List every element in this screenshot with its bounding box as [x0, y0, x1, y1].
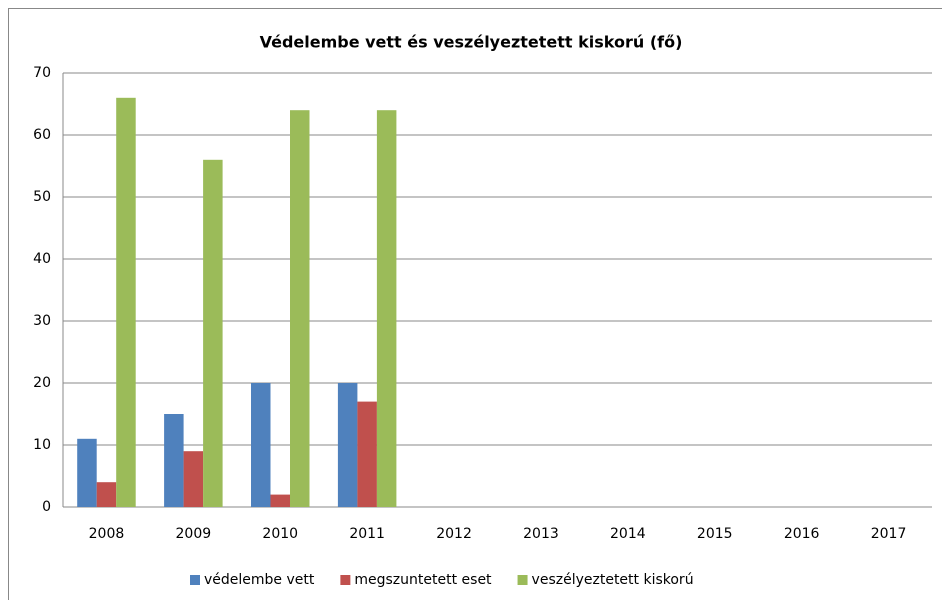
y-tick-label: 30 [33, 313, 51, 329]
legend-label: védelembe vett [204, 572, 315, 588]
x-tick-label: 2016 [784, 526, 820, 542]
x-tick-label: 2014 [610, 526, 646, 542]
y-tick-label: 70 [33, 65, 51, 81]
bar [96, 482, 117, 507]
x-tick-label: 2013 [523, 526, 559, 542]
chart-frame [8, 8, 942, 600]
y-tick-label: 40 [33, 251, 51, 267]
bar [357, 401, 377, 507]
x-tick-label: 2008 [89, 526, 125, 542]
legend-swatch [517, 575, 528, 585]
bar [251, 383, 271, 507]
bar [376, 110, 397, 507]
y-tick-label: 60 [33, 127, 51, 143]
legend-swatch [190, 575, 200, 585]
x-tick-label: 2015 [697, 526, 733, 542]
bar [270, 494, 290, 507]
x-tick-label: 2011 [349, 526, 385, 542]
bar [183, 451, 204, 507]
legend-label: megszuntetett eset [354, 572, 492, 588]
x-tick-label: 2010 [262, 526, 298, 542]
y-tick-label: 10 [33, 437, 51, 453]
x-tick-label: 2009 [176, 526, 212, 542]
y-tick-label: 20 [33, 375, 51, 391]
bar [116, 97, 136, 508]
bar [164, 414, 184, 507]
x-tick-label: 2017 [871, 526, 907, 542]
bar [77, 438, 97, 507]
legend-swatch [340, 575, 351, 585]
bar [290, 110, 310, 507]
y-tick-label: 50 [33, 189, 51, 205]
x-tick-label: 2012 [436, 526, 472, 542]
bar [203, 159, 223, 508]
y-tick-label: 0 [42, 499, 51, 515]
chart-title: Védelembe vett és veszélyeztetett kiskor… [260, 33, 683, 52]
legend-label: veszélyeztetett kiskorú [532, 572, 694, 588]
bar [337, 383, 358, 507]
